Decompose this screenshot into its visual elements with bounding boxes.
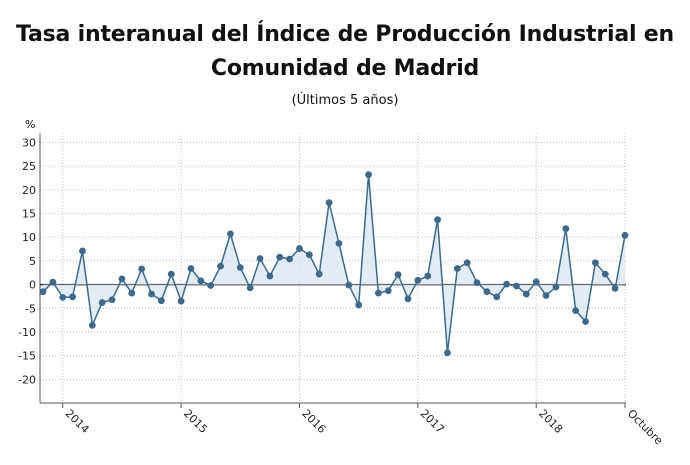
data-point[interactable]	[197, 277, 205, 285]
data-point[interactable]	[98, 299, 106, 306]
data-point[interactable]	[118, 275, 126, 283]
y-tick-label: 20	[22, 184, 36, 197]
y-tick-label: 10	[22, 231, 36, 244]
data-point[interactable]	[621, 231, 629, 239]
data-point[interactable]	[256, 255, 264, 262]
data-point[interactable]	[266, 272, 274, 280]
data-point[interactable]	[88, 321, 96, 329]
series-points	[39, 171, 629, 357]
x-tick-label: Octubre	[625, 407, 665, 447]
data-point[interactable]	[246, 284, 254, 292]
data-point[interactable]	[128, 289, 136, 297]
data-point[interactable]	[601, 270, 609, 278]
data-point[interactable]	[167, 270, 175, 278]
x-tick-label: 2015	[181, 407, 210, 436]
data-point[interactable]	[434, 216, 441, 224]
data-point[interactable]	[236, 264, 244, 271]
data-point[interactable]	[463, 259, 471, 267]
data-point[interactable]	[49, 278, 57, 286]
data-point[interactable]	[513, 282, 520, 290]
x-tick-label: 2016	[299, 407, 328, 436]
y-tick-label: 30	[22, 136, 36, 149]
chart-subtitle: (Últimos 5 años)	[291, 93, 399, 108]
y-axis-unit: %	[25, 118, 36, 131]
data-point[interactable]	[69, 293, 76, 301]
data-point[interactable]	[572, 307, 580, 315]
data-point[interactable]	[187, 265, 195, 272]
data-point[interactable]	[582, 318, 589, 325]
x-tick-label: 2018	[536, 407, 565, 436]
data-point[interactable]	[483, 288, 491, 296]
data-point[interactable]	[542, 292, 550, 299]
data-point[interactable]	[305, 251, 313, 259]
data-point[interactable]	[355, 301, 363, 309]
x-tick-label: 2014	[63, 407, 92, 436]
data-point[interactable]	[79, 247, 86, 255]
data-point[interactable]	[424, 272, 432, 280]
data-point[interactable]	[286, 255, 294, 263]
data-point[interactable]	[522, 290, 530, 298]
data-point[interactable]	[611, 284, 619, 292]
data-point[interactable]	[315, 270, 323, 278]
data-point[interactable]	[562, 225, 570, 233]
y-tick-label: 25	[22, 160, 36, 173]
data-point[interactable]	[276, 253, 284, 261]
chart-title: Tasa interanual del Índice de Producción…	[0, 18, 690, 86]
data-point[interactable]	[325, 199, 333, 207]
data-point[interactable]	[157, 297, 165, 305]
data-point[interactable]	[345, 281, 353, 289]
data-point[interactable]	[453, 265, 461, 272]
data-point[interactable]	[444, 349, 451, 357]
y-tick-label: -20	[18, 373, 36, 386]
y-tick-label: -5	[25, 302, 36, 315]
data-point[interactable]	[394, 271, 402, 279]
data-point[interactable]	[532, 278, 540, 286]
data-point[interactable]	[365, 171, 372, 179]
data-point[interactable]	[592, 259, 599, 267]
y-tick-label: -10	[18, 326, 36, 339]
data-point[interactable]	[148, 290, 155, 298]
data-point[interactable]	[207, 282, 215, 289]
data-point[interactable]	[296, 245, 303, 252]
data-point[interactable]	[108, 296, 116, 304]
y-tick-label: 5	[29, 255, 36, 268]
x-tick-label: 2017	[418, 407, 447, 436]
data-point[interactable]	[217, 262, 224, 270]
data-point[interactable]	[335, 239, 343, 247]
area-fill	[43, 174, 625, 353]
data-point[interactable]	[374, 289, 382, 297]
area-under-line	[43, 174, 625, 353]
data-point[interactable]	[138, 265, 146, 273]
data-point[interactable]	[493, 293, 501, 301]
data-point[interactable]	[473, 279, 481, 287]
data-point[interactable]	[227, 230, 234, 238]
data-point[interactable]	[39, 288, 47, 296]
y-tick-label: 0	[29, 279, 36, 292]
data-point[interactable]	[59, 293, 67, 301]
y-tick-label: 15	[22, 208, 36, 221]
data-point[interactable]	[552, 283, 560, 291]
y-tick-label: -15	[18, 350, 36, 363]
data-point[interactable]	[404, 295, 412, 303]
data-point[interactable]	[414, 276, 422, 284]
chart-title-line-1: Tasa interanual del Índice de Producción…	[16, 22, 674, 47]
data-point[interactable]	[503, 280, 511, 288]
chart-title-line-2: Comunidad de Madrid	[210, 56, 480, 81]
data-point[interactable]	[177, 297, 185, 305]
data-point[interactable]	[384, 287, 392, 295]
